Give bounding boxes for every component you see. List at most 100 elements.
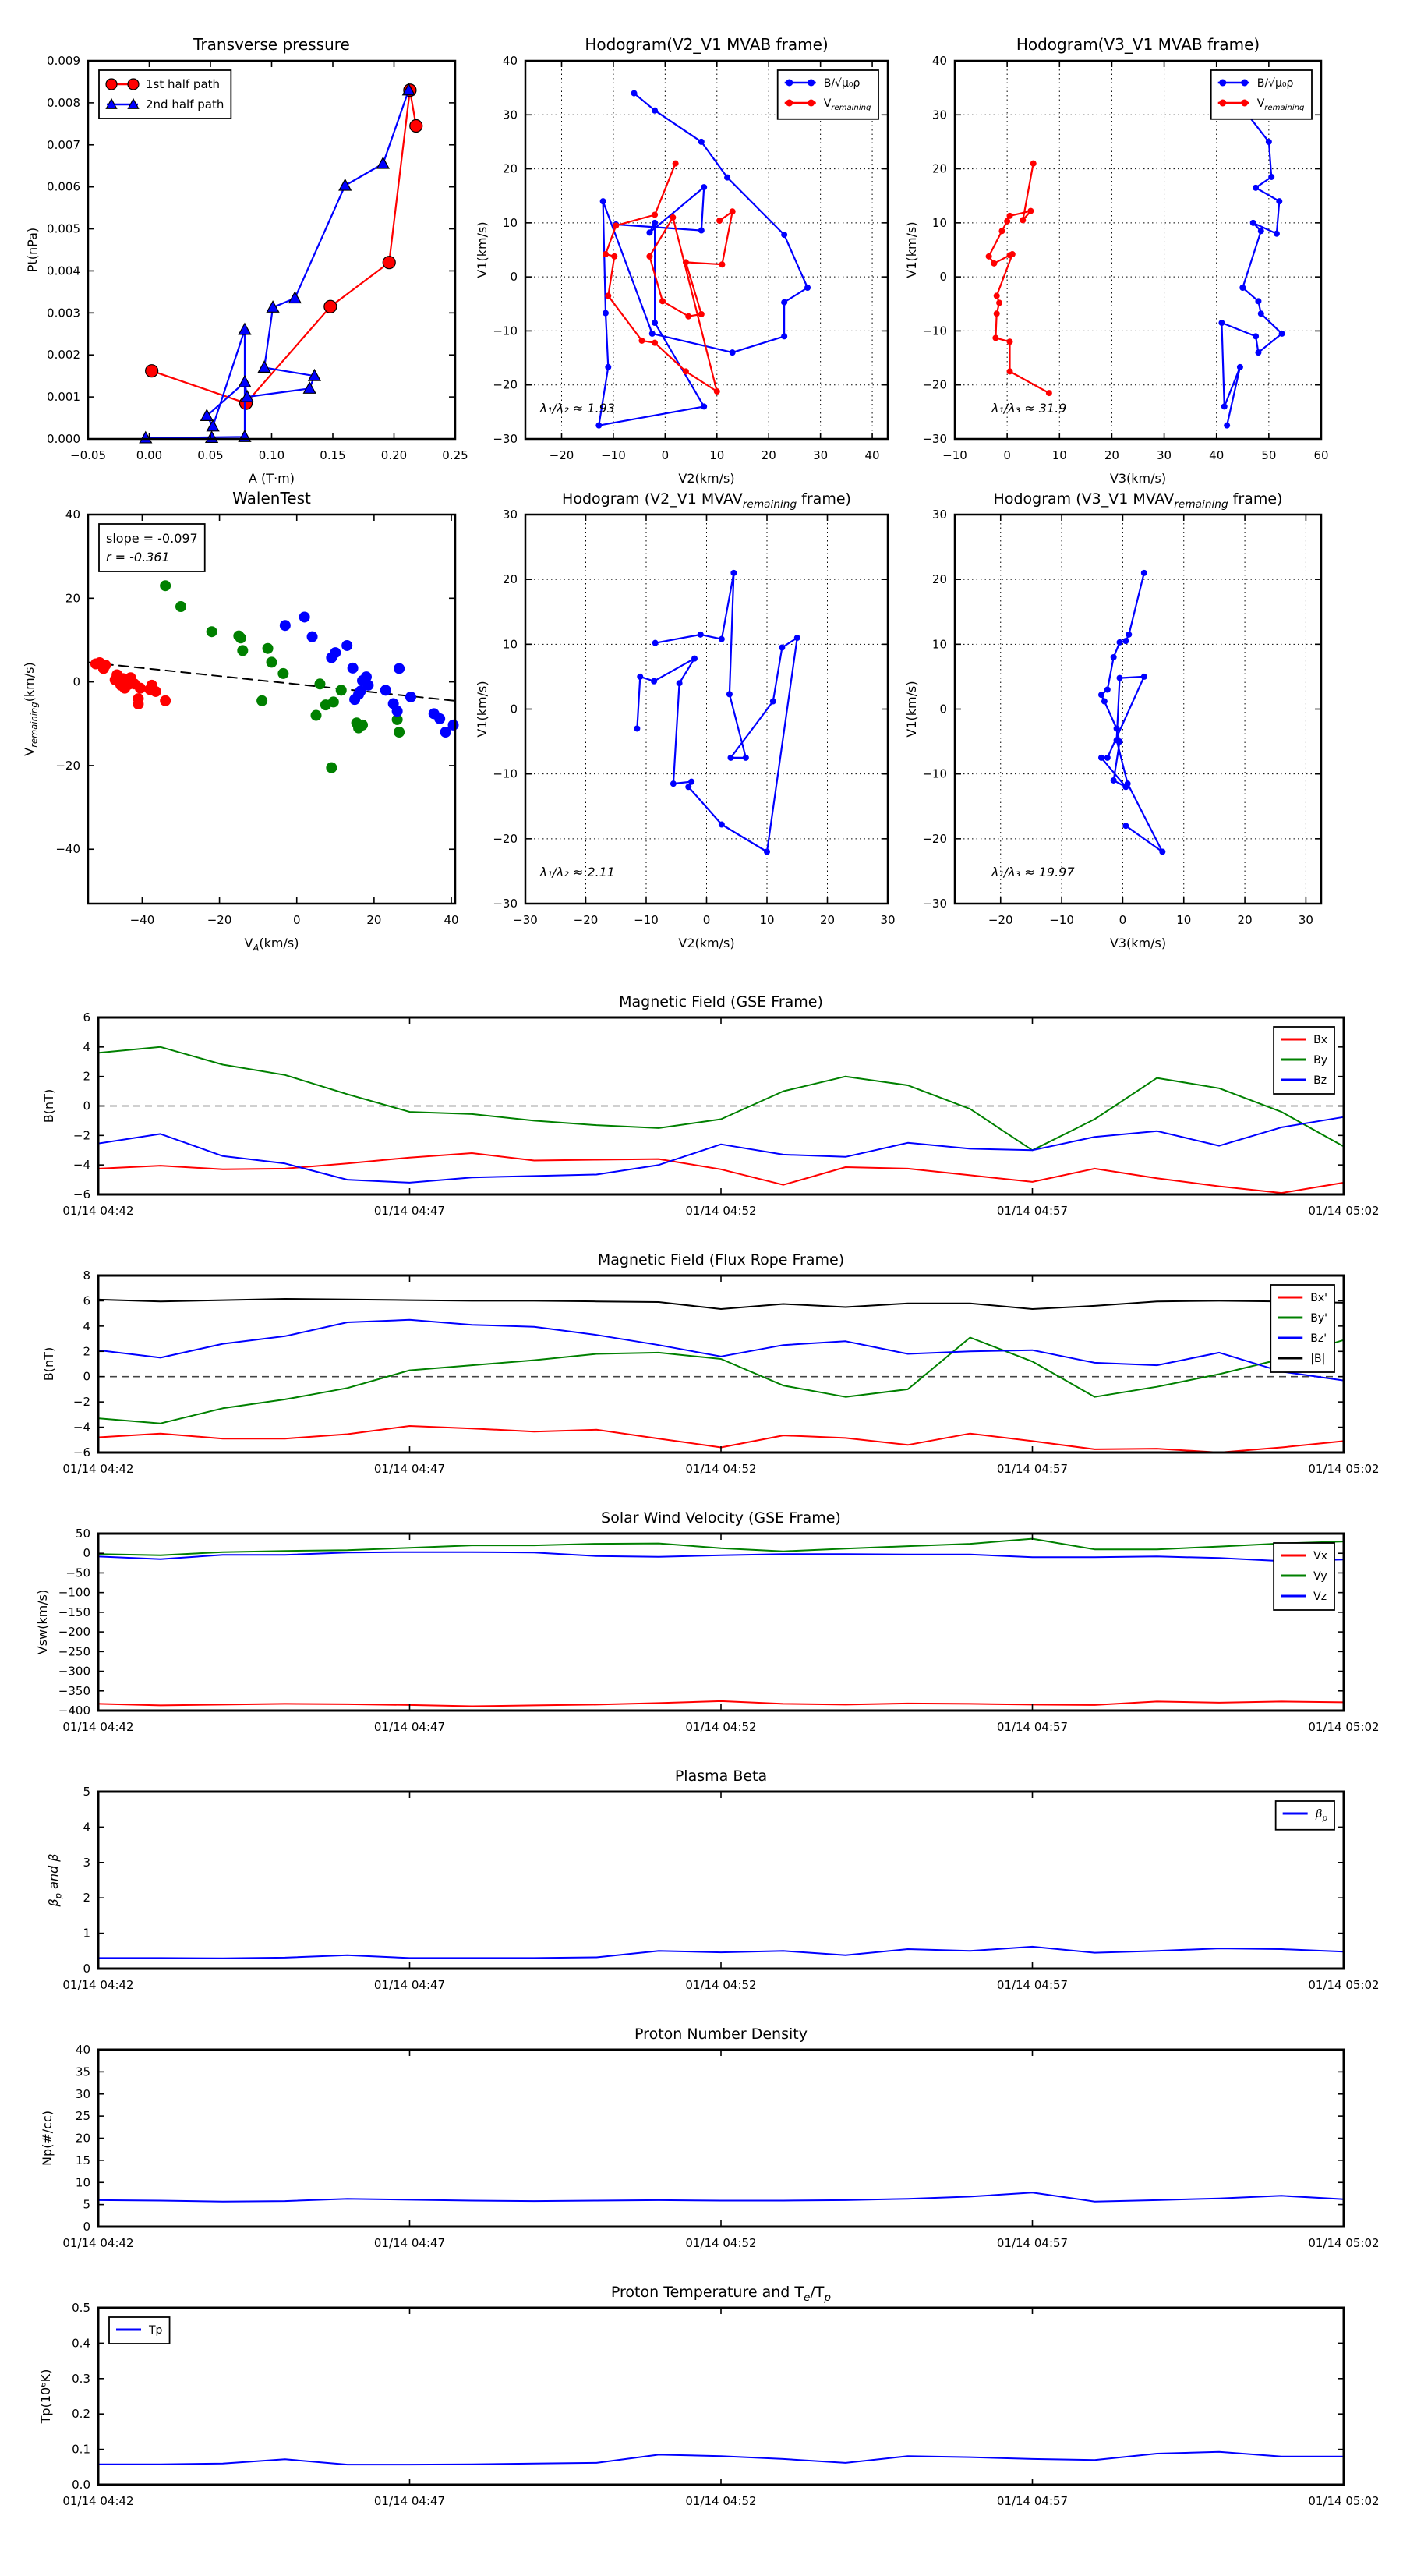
x-tick-label: 30	[880, 913, 895, 927]
series-line	[636, 571, 798, 853]
y-axis-label: Vremaining(km/s)	[22, 662, 39, 755]
data-point-marker	[1273, 230, 1280, 237]
data-point-marker	[266, 656, 277, 668]
data-point-marker	[262, 642, 274, 654]
panel-hodogram-v2v1-mvab: −20 −10 0 10 20 30 40 −30 −20 −10 0 10 20 30 40 Hodogra…	[475, 35, 889, 486]
data-point-marker	[238, 322, 252, 335]
series-line	[97, 1046, 1345, 1152]
axes-frame	[953, 513, 1323, 905]
series-line	[150, 89, 417, 405]
annotation: λ₁/λ₂ ≈ 2.11	[539, 865, 615, 879]
y-tick-label: −6	[73, 1445, 90, 1460]
data-point-marker	[1278, 330, 1285, 337]
data-point-marker	[362, 679, 374, 691]
x-tick-label: −30	[513, 913, 538, 927]
legend-label: Bz	[1313, 1074, 1327, 1087]
x-tick-label: 20	[1104, 448, 1119, 462]
legend-entry: Vx	[1281, 1550, 1327, 1562]
legend-label: 1st half path	[146, 77, 220, 91]
data-point-marker	[127, 78, 140, 90]
data-point-marker	[240, 389, 254, 402]
data-point-marker	[150, 685, 161, 697]
y-tick-label: 0.003	[47, 306, 80, 320]
axis-ticks: −10 0 10 20 30 40 50 60 −30 −20 −10 0 10 20 30 40	[922, 54, 1328, 462]
y-tick-label: 20	[932, 572, 947, 586]
data-point-marker	[602, 310, 609, 317]
data-point-marker	[691, 655, 698, 662]
series-line	[1221, 92, 1283, 426]
series-scatter-blue	[279, 611, 459, 738]
grid	[955, 514, 1321, 904]
series-line	[97, 1318, 1345, 1382]
x-tick-label: 20	[366, 913, 381, 927]
y-tick-label: 0	[83, 2220, 90, 2234]
data-point-marker	[347, 662, 359, 674]
data-point-marker	[127, 97, 140, 109]
legend: B/√μ₀ρ Vremaining	[1210, 69, 1313, 120]
axis-ticks: −0.05 0.00 0.05 0.10 0.15 0.20 0.25 0.000 0.001 0…	[47, 54, 468, 462]
data-point-marker	[648, 330, 656, 337]
data-point-marker	[1219, 99, 1227, 107]
data-point-marker	[1006, 338, 1013, 345]
data-point-marker	[1116, 674, 1123, 681]
x-tick-label: 0.00	[136, 448, 162, 462]
legend-entry: 2nd half path	[105, 97, 224, 111]
y-tick-label: −4	[73, 1158, 90, 1172]
legend-entry: Vz	[1281, 1591, 1327, 1603]
y-tick-label: 0.002	[47, 348, 80, 362]
series-line	[97, 1700, 1345, 1707]
data-point-marker	[781, 232, 788, 239]
data-point-marker	[724, 174, 731, 181]
y-tick-label: 0.0	[72, 2478, 90, 2492]
x-tick-label: 01/14 04:47	[374, 2494, 445, 2508]
series-2nd-half-path	[139, 83, 415, 444]
data-point-marker	[330, 647, 341, 659]
series-line	[97, 1945, 1345, 1959]
x-tick-label: 01/14 05:02	[1308, 1978, 1379, 1992]
legend-entry: |B|	[1278, 1353, 1325, 1365]
data-point-marker	[327, 696, 339, 708]
y-tick-label: −400	[58, 1704, 90, 1718]
data-point-marker	[786, 79, 793, 87]
y-tick-label: 2	[83, 1344, 90, 1358]
y-tick-label: −40	[55, 842, 80, 856]
series-V-path	[1098, 569, 1166, 855]
plot-title: Transverse pressure	[193, 35, 350, 54]
x-tick-label: 01/14 04:57	[997, 2236, 1068, 2250]
data-point-marker	[134, 682, 146, 694]
stat-line: r = -0.361	[106, 550, 170, 564]
x-tick-label: 0	[703, 913, 711, 927]
y-tick-label: −20	[922, 378, 947, 392]
y-tick-label: 0.4	[72, 2336, 90, 2350]
y-tick-label: 0	[510, 270, 518, 284]
axis-ticks: −30 −20 −10 0 10 20 30 −30 −20 −10 0 10 20 30	[493, 508, 895, 927]
y-tick-label: 4	[83, 1820, 90, 1834]
x-tick-label: 30	[1157, 448, 1172, 462]
data-point-marker	[698, 310, 705, 317]
series-line	[97, 2450, 1345, 2466]
data-point-marker	[726, 691, 733, 698]
annotation: λ₁/λ₂ ≈ 1.93	[539, 401, 615, 416]
data-point-marker	[1221, 403, 1228, 410]
data-point-marker	[1241, 99, 1249, 107]
y-tick-label: 30	[76, 2087, 90, 2101]
x-tick-label: 01/14 05:02	[1308, 2494, 1379, 2508]
y-tick-label: 4	[83, 1319, 90, 1333]
x-tick-label: 01/14 04:52	[685, 1978, 756, 1992]
data-point-marker	[1239, 285, 1246, 291]
x-tick-label: 20	[762, 448, 776, 462]
y-tick-label: 0	[72, 675, 80, 689]
legend-label: B/√μ₀ρ	[1257, 77, 1294, 90]
axis-ticks: 01/14 04:42 01/14 04:47 01/14 04:52 01/14 0…	[62, 1010, 1379, 1218]
legend-label: Vy	[1313, 1570, 1327, 1583]
legend-entry: Tp	[116, 2324, 163, 2337]
x-tick-label: 0.25	[442, 448, 468, 462]
x-tick-label: 40	[865, 448, 880, 462]
legend-label: Bx'	[1310, 1292, 1327, 1304]
series-Np	[97, 2192, 1345, 2203]
x-tick-label: 0.10	[259, 448, 284, 462]
x-tick-label: 01/14 05:02	[1308, 2236, 1379, 2250]
data-point-marker	[769, 698, 776, 705]
data-point-marker	[659, 298, 666, 305]
legend-box	[1274, 1800, 1335, 1831]
